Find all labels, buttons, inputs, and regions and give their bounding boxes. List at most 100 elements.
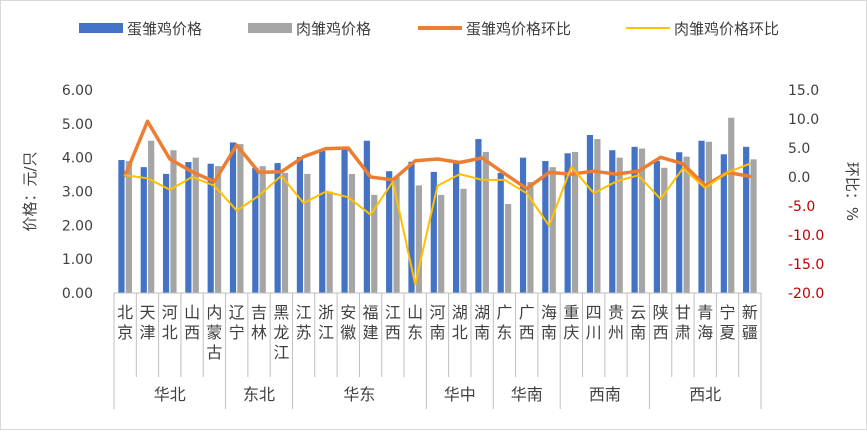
bar-egg-price <box>229 142 237 293</box>
x-category-label: 古 <box>206 343 222 362</box>
y-right-tick-label: -5.0 <box>788 199 815 215</box>
bar-egg-price <box>118 160 125 293</box>
bar-egg-price <box>631 146 638 293</box>
x-category-label: 徽 <box>340 323 356 342</box>
legend-bar-swatch <box>79 23 123 33</box>
bar-egg-price <box>185 162 192 293</box>
bar-egg-price <box>319 150 326 293</box>
x-category-label: 庆 <box>563 323 579 342</box>
bar-broiler-price <box>728 117 735 293</box>
x-category-label: 南 <box>429 323 445 342</box>
x-category-label: 河 <box>162 303 178 322</box>
bar-egg-price <box>497 172 504 293</box>
x-category-label: 广 <box>519 303 535 322</box>
bar-egg-price <box>720 154 727 293</box>
bar-broiler-price <box>482 151 489 293</box>
x-category-label: 江 <box>273 343 289 362</box>
bar-egg-price <box>386 171 393 293</box>
bar-broiler-price <box>750 159 757 293</box>
bar-broiler-price <box>549 167 556 293</box>
bar-egg-price <box>408 161 415 293</box>
x-category-label: 山 <box>407 303 423 322</box>
x-category-label: 贵 <box>608 303 624 322</box>
x-group-label: 华中 <box>444 385 476 404</box>
line-broiler-price-mom <box>124 162 751 286</box>
legend-label: 蛋雏鸡价格环比 <box>466 20 571 38</box>
x-group-label: 华东 <box>343 385 375 404</box>
bar-egg-price <box>207 163 214 293</box>
x-category-label: 安 <box>340 303 356 322</box>
x-category-label: 南 <box>541 323 557 342</box>
x-group-label: 华南 <box>511 385 543 404</box>
bar-broiler-price <box>661 167 668 293</box>
x-category-label: 湖 <box>452 303 468 322</box>
y-left-tick-label: 4.00 <box>62 151 93 167</box>
bar-broiler-price <box>594 139 601 293</box>
bar-broiler-price <box>415 185 422 293</box>
bar-egg-price <box>341 149 348 293</box>
bar-broiler-price <box>214 166 222 293</box>
x-category-label: 苏 <box>296 323 312 342</box>
y-right-tick-label: -20.0 <box>788 286 824 302</box>
x-category-label: 湖 <box>474 303 490 322</box>
legend-label: 肉雏鸡价格 <box>296 20 371 38</box>
bar-broiler-price <box>571 151 579 293</box>
y-right-tick-label: 10.0 <box>788 112 819 128</box>
y-right-tick-label: -10.0 <box>788 228 824 244</box>
x-category-label: 重 <box>563 303 579 322</box>
bar-egg-price <box>542 161 549 293</box>
x-category-label: 疆 <box>742 323 758 342</box>
x-category-label: 云 <box>630 303 646 322</box>
bar-broiler-price <box>371 194 378 293</box>
x-category-label: 江 <box>318 323 334 342</box>
y-right-tick-label: 15.0 <box>788 83 819 99</box>
y-right-axis-title: 环比：% <box>843 162 861 221</box>
x-category-label: 福 <box>363 303 379 322</box>
bar-broiler-price <box>125 161 132 293</box>
x-category-label: 川 <box>586 323 602 342</box>
bar-egg-price <box>564 153 571 293</box>
bar-egg-price <box>609 150 616 293</box>
bar-broiler-price <box>237 144 244 293</box>
bar-broiler-price <box>705 141 713 293</box>
x-category-label: 南 <box>474 323 490 342</box>
bar-broiler-price <box>616 157 623 293</box>
x-category-label: 海 <box>697 323 713 342</box>
x-category-label: 州 <box>608 323 624 342</box>
bar-egg-price <box>743 146 750 293</box>
x-category-label: 河 <box>429 303 445 322</box>
x-category-label: 山 <box>184 303 200 322</box>
bar-broiler-price <box>505 204 512 293</box>
bar-broiler-price <box>460 188 467 293</box>
bar-egg-price <box>519 157 527 293</box>
x-category-label: 北 <box>117 303 133 322</box>
bar-broiler-price <box>326 191 333 293</box>
y-left-tick-label: 2.00 <box>62 218 93 234</box>
x-category-label: 宁 <box>720 303 736 322</box>
x-category-label: 四 <box>586 303 602 322</box>
x-category-label: 东 <box>496 323 512 342</box>
y-right-tick-label: 5.0 <box>788 141 810 157</box>
x-category-label: 东 <box>407 323 423 342</box>
x-category-label: 津 <box>139 323 155 342</box>
bar-egg-price <box>653 161 661 293</box>
x-category-label: 青 <box>697 303 713 322</box>
y-left-tick-label: 3.00 <box>62 185 93 201</box>
bar-broiler-price <box>683 156 690 293</box>
x-category-label: 江 <box>296 303 312 322</box>
x-category-label: 广 <box>496 303 512 322</box>
x-category-label: 北 <box>162 323 178 342</box>
y-right-tick-label: -15.0 <box>788 257 824 273</box>
bar-egg-price <box>430 171 437 293</box>
bar-egg-price <box>363 140 370 293</box>
x-category-label: 陕 <box>653 303 669 322</box>
x-category-label: 海 <box>541 303 557 322</box>
x-category-label: 浙 <box>318 303 334 322</box>
x-group-label: 东北 <box>243 385 275 404</box>
x-category-label: 林 <box>251 323 267 342</box>
bar-egg-price <box>140 167 147 293</box>
bar-egg-price <box>162 173 170 293</box>
bar-egg-price <box>586 134 594 293</box>
x-category-label: 南 <box>630 323 646 342</box>
